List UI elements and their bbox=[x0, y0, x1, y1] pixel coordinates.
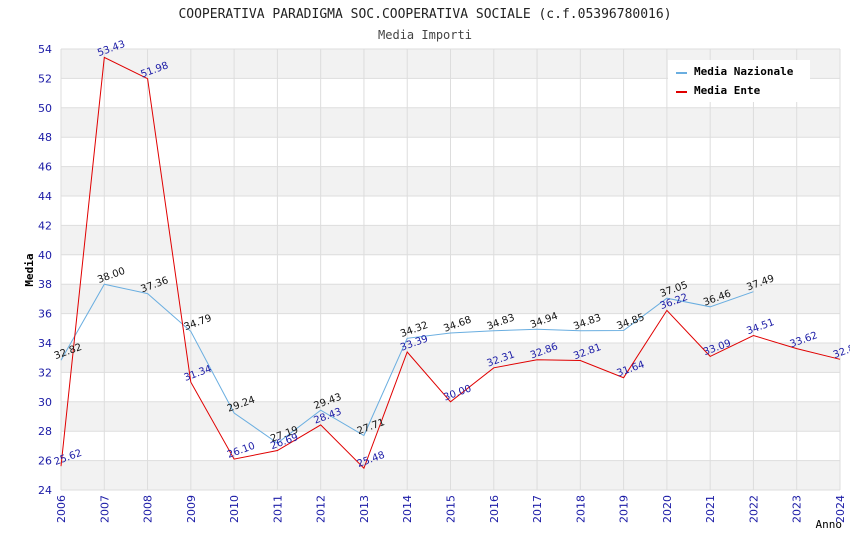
y-tick-label: 38 bbox=[38, 278, 52, 291]
series-line-media-ente bbox=[60, 56, 841, 470]
y-tick-label: 30 bbox=[38, 396, 52, 409]
y-tick-label: 28 bbox=[38, 425, 52, 438]
x-tick-label: 2015 bbox=[445, 495, 458, 523]
x-axis-title: Anno bbox=[816, 518, 843, 531]
y-tick-label: 50 bbox=[38, 102, 52, 115]
y-tick-label: 26 bbox=[38, 455, 52, 468]
x-tick-label: 2017 bbox=[531, 495, 544, 523]
x-tick-label: 2006 bbox=[55, 495, 68, 523]
y-tick-label: 42 bbox=[38, 219, 52, 232]
y-tick-label: 36 bbox=[38, 308, 52, 321]
x-tick-label: 2008 bbox=[142, 495, 155, 523]
x-tick-label: 2012 bbox=[315, 495, 328, 523]
y-tick-label: 40 bbox=[38, 249, 52, 262]
series-line-media-nazionale bbox=[60, 283, 754, 444]
y-tick-label: 48 bbox=[38, 131, 52, 144]
series-lines bbox=[60, 56, 841, 470]
legend-label-media-nazionale: Media Nazionale bbox=[694, 65, 794, 78]
legend: Media Nazionale Media Ente bbox=[668, 60, 810, 102]
data-label-media-nazionale: 38.00 bbox=[96, 266, 127, 286]
chart-title: COOPERATIVA PARADIGMA SOC.COOPERATIVA SO… bbox=[178, 7, 671, 22]
x-tick-label: 2011 bbox=[271, 495, 284, 523]
data-label-media-nazionale: 34.83 bbox=[572, 312, 603, 332]
x-tick-label: 2007 bbox=[98, 495, 111, 523]
legend-box bbox=[668, 60, 810, 102]
y-tick-label: 24 bbox=[38, 484, 52, 497]
y-tick-label: 46 bbox=[38, 161, 52, 174]
x-tick-label: 2024 bbox=[834, 495, 847, 523]
data-label-media-nazionale: 34.85 bbox=[615, 312, 646, 332]
y-axis-title: Media bbox=[23, 253, 36, 286]
data-label-media-nazionale: 34.83 bbox=[486, 312, 517, 332]
y-tick-label: 52 bbox=[38, 72, 52, 85]
data-label-media-nazionale: 34.79 bbox=[183, 313, 214, 333]
y-axis-ticks: 24 26 28 30 32 34 36 38 40 42 44 46 48 50 52 54 bbox=[38, 43, 52, 497]
x-tick-label: 2019 bbox=[618, 495, 631, 523]
y-tick-label: 54 bbox=[38, 43, 52, 56]
x-tick-label: 2022 bbox=[747, 495, 760, 523]
chart-subtitle: Media Importi bbox=[378, 28, 472, 42]
data-label-media-ente: 30.00 bbox=[442, 383, 473, 403]
x-tick-label: 2020 bbox=[661, 495, 674, 523]
y-tick-label: 44 bbox=[38, 190, 52, 203]
x-tick-label: 2023 bbox=[791, 495, 804, 523]
legend-label-media-ente: Media Ente bbox=[694, 84, 761, 97]
x-tick-label: 2018 bbox=[574, 495, 587, 523]
x-tick-label: 2013 bbox=[358, 495, 371, 523]
y-tick-label: 34 bbox=[38, 337, 52, 350]
x-tick-label: 2010 bbox=[228, 495, 241, 523]
data-label-media-ente: 34.51 bbox=[745, 317, 776, 337]
x-axis-ticks: 2006 2007 2008 2009 2010 2011 2012 2013 2014 2015… bbox=[55, 495, 847, 523]
x-tick-label: 2021 bbox=[704, 495, 717, 523]
x-tick-label: 2014 bbox=[401, 495, 414, 523]
y-tick-label: 32 bbox=[38, 366, 52, 379]
x-tick-label: 2009 bbox=[185, 495, 198, 523]
x-tick-label: 2016 bbox=[488, 495, 501, 523]
